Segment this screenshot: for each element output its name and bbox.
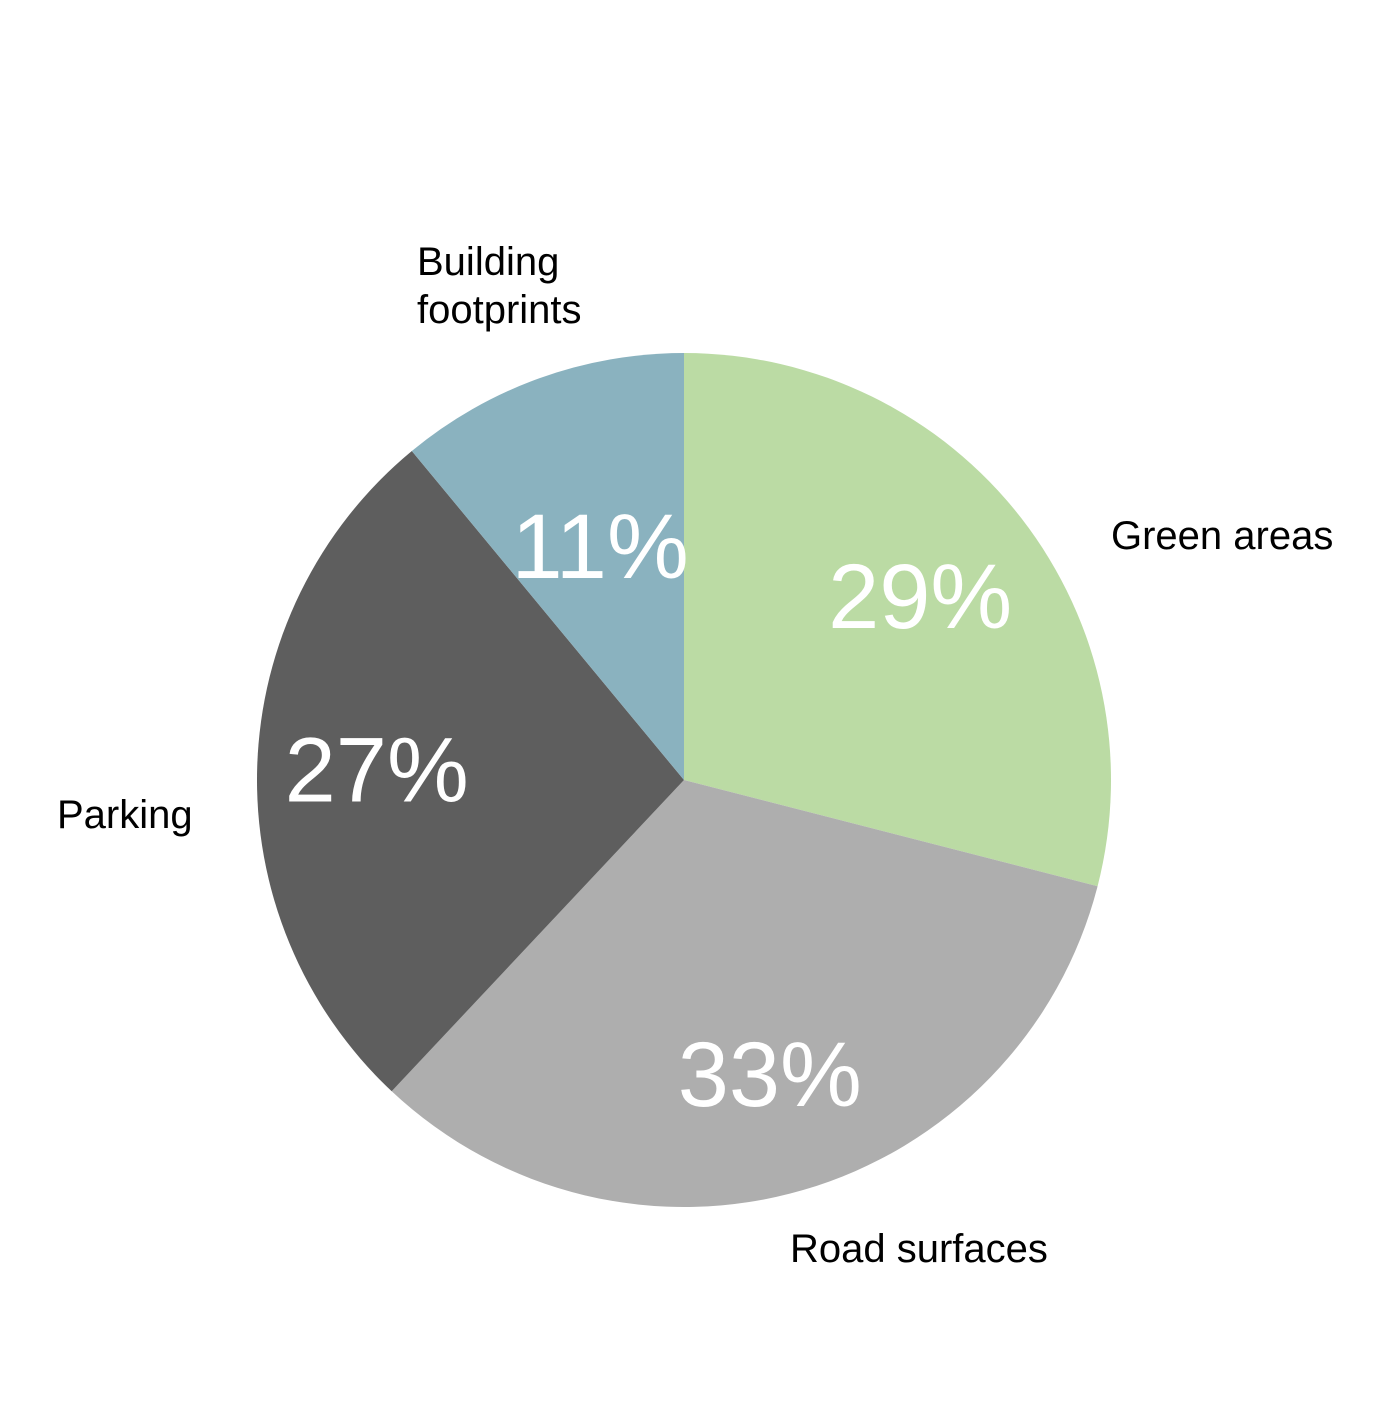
category-label-building-footprints: Building footprints (417, 240, 582, 332)
pie-slice-road-surfaces (391, 780, 1098, 1207)
category-label-road-surfaces: Road surfaces (790, 1227, 1048, 1271)
percent-label-road-surfaces: 33% (678, 1024, 862, 1126)
pie-slice-green-areas (684, 353, 1111, 887)
percent-label-green-areas: 29% (828, 546, 1012, 648)
percent-label-parking: 27% (285, 719, 469, 821)
category-label-green-areas: Green areas (1111, 514, 1333, 558)
pie-slice-building-footprints (411, 353, 684, 780)
percent-label-building-footprints: 11% (511, 496, 688, 598)
category-label-parking: Parking (57, 793, 193, 837)
percent-labels: 29% 33% 27% 11% (285, 496, 1013, 1126)
pie-slices (256, 353, 1111, 1207)
pie-slice-parking (256, 450, 684, 1092)
category-labels: Green areas Road surfaces Parking Building f… (57, 240, 1333, 1271)
